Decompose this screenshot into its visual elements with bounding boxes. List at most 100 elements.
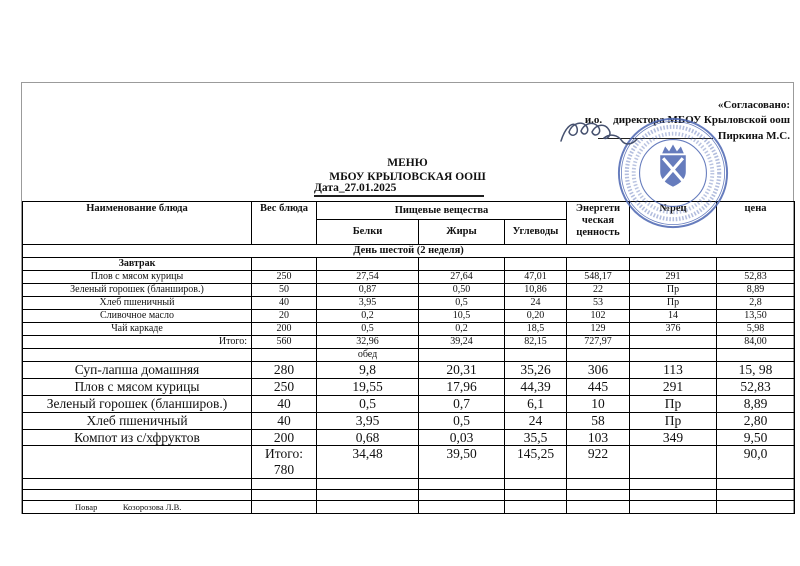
table-cell: [716, 257, 796, 271]
table-cell: [629, 257, 718, 271]
table-cell: [22, 348, 252, 362]
table-cell: Сливочное масло: [22, 309, 252, 323]
table-cell: Суп-лапша домашняя: [22, 361, 252, 379]
table-cell: Пр: [629, 412, 718, 430]
table-cell: обед: [316, 348, 419, 362]
table-cell: 27,64: [418, 270, 505, 284]
table-cell: [316, 500, 419, 515]
table-row: Зеленый горошек (бланширов.) 40 0,5 0,7 6,1 1…: [22, 395, 796, 413]
table-cell: 0,03: [418, 428, 505, 447]
table-cell: 548,17: [566, 270, 631, 284]
table-cell: 90,0: [716, 445, 796, 480]
table-cell: 19,55: [316, 378, 419, 396]
table-cell: 24: [503, 296, 568, 310]
document-sheet: «Согласовано: и.о. директора МБОУ Крылов…: [21, 82, 796, 515]
table-cell: 145,25: [503, 445, 568, 480]
table-cell: 35,5: [503, 428, 568, 447]
table-cell: 5,98: [716, 322, 796, 336]
table-cell: [503, 478, 568, 491]
table-cell: 8,89: [716, 283, 796, 297]
approval-signature-line: Пиркина М.С.: [585, 127, 790, 144]
table-cell: [22, 489, 252, 502]
table-cell: [251, 478, 317, 491]
table-cell: 40: [251, 412, 317, 430]
table-cell: [566, 489, 631, 502]
table-cell: Хлеб пшеничный: [22, 296, 252, 310]
menu-table: Наименование блюда Вес блюда Пищевые вещ…: [21, 201, 796, 515]
table-cell: [418, 348, 505, 362]
table-cell: 200: [251, 322, 317, 336]
col-header-nutrients: Пищевые вещества: [315, 201, 568, 220]
menu-title: МЕНЮ: [387, 157, 428, 169]
table-cell: [566, 500, 631, 515]
table-cell: 52,83: [716, 378, 796, 396]
table-row: Итого: 780 34,48 39,50 145,25 922 90,0: [22, 445, 796, 480]
title-block: МЕНЮ МБОУ КРЫЛОВСКАЯ ООШ: [22, 157, 793, 184]
table-cell: [716, 500, 796, 515]
table-cell: 0,50: [418, 283, 505, 297]
table-cell: [251, 348, 317, 362]
table-cell: [251, 500, 317, 515]
table-cell: Пр: [629, 395, 718, 413]
table-row: Плов с мясом курицы 250 27,54 27,64 47,01 548…: [22, 270, 796, 284]
date-line: Дата_27.01.2025: [314, 182, 485, 197]
table-cell: Итого: 780: [251, 445, 317, 480]
table-cell: 280: [251, 361, 317, 379]
document-header: «Согласовано: и.о. директора МБОУ Крылов…: [22, 83, 793, 229]
table-cell: 0,5: [418, 296, 505, 310]
table-cell: 10,5: [418, 309, 505, 323]
table-row: Компот из с/хфруктов 200 0,68 0,03 35,5 103 34…: [22, 428, 796, 447]
table-cell: 24: [503, 412, 568, 430]
table-cell: [503, 257, 568, 271]
table-cell: [251, 257, 317, 271]
table-cell: [316, 489, 419, 502]
col-header-protein: Белки: [316, 219, 419, 245]
table-cell: 9,8: [316, 361, 419, 379]
table-cell: 44,39: [503, 378, 568, 396]
table-cell: 0,87: [316, 283, 419, 297]
table-cell: [418, 489, 505, 502]
table-cell: 445: [566, 378, 631, 396]
table-cell: 0,5: [316, 395, 419, 413]
table-subheader-row: Белки Жиры Углеводы: [23, 219, 795, 245]
table-cell: 291: [629, 270, 718, 284]
table-cell: 8,89: [716, 395, 796, 413]
table-cell: 0,2: [418, 322, 505, 336]
table-cell: 40: [251, 395, 317, 413]
table-cell: [251, 489, 317, 502]
table-cell: 0,5: [316, 322, 419, 336]
table-cell: 129: [566, 322, 631, 336]
table-cell: Чай каркаде: [22, 322, 252, 336]
table-cell: Хлеб пшеничный: [22, 412, 252, 430]
table-cell: 2,8: [716, 296, 796, 310]
table-cell: 39,50: [418, 445, 505, 480]
table-cell: [629, 489, 718, 502]
table-cell: 39,24: [418, 335, 505, 349]
table-cell: 3,95: [316, 412, 419, 430]
table-row: Повар Козорозова Л.В.: [22, 500, 796, 515]
signature-underline: [597, 127, 713, 140]
table-cell: 0,5: [418, 412, 505, 430]
table-cell: [418, 500, 505, 515]
table-cell: [503, 500, 568, 515]
table-cell: [22, 478, 252, 491]
col-header-weight: Вес блюда: [251, 201, 317, 245]
table-cell: 3,95: [316, 296, 419, 310]
table-cell: 17,96: [418, 378, 505, 396]
table-cell: 922: [566, 445, 631, 480]
table-cell: 53: [566, 296, 631, 310]
table-cell: 47,01: [503, 270, 568, 284]
table-cell: 113: [629, 361, 718, 379]
table-cell: 291: [629, 378, 718, 396]
approval-position-label: и.о. директора МБОУ Крыловской оош: [584, 113, 790, 126]
date-text: Дата_27.01.2025: [314, 182, 397, 194]
table-cell: 10: [566, 395, 631, 413]
table-cell: [566, 478, 631, 491]
approval-agreed-label: «Согласовано:: [717, 99, 790, 111]
table-cell: [503, 348, 568, 362]
table-cell: [22, 445, 252, 480]
table-cell: 200: [251, 428, 317, 447]
table-row: Итого: 560 32,96 39,24 82,15 727,97 84,00: [22, 335, 796, 349]
school-stamp-icon: [617, 117, 729, 229]
